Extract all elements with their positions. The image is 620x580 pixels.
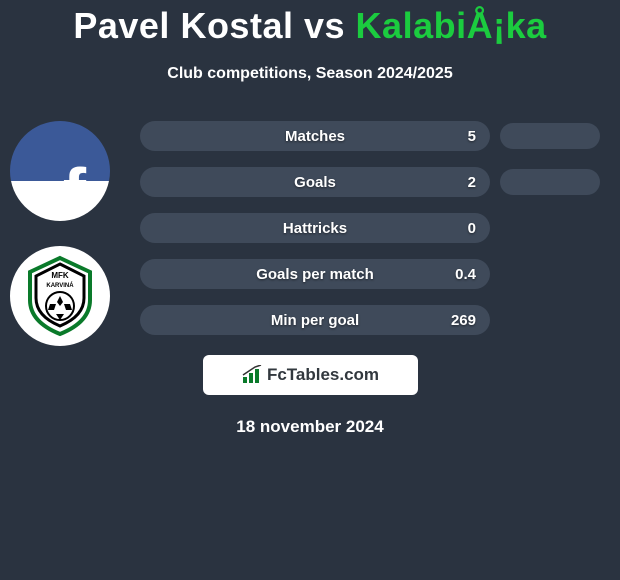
stat-label: Min per goal <box>271 312 359 329</box>
svg-text:KARVINÁ: KARVINÁ <box>46 282 74 289</box>
chart-icon <box>241 365 263 385</box>
stat-label: Matches <box>285 128 345 145</box>
title-player1: Pavel Kostal <box>73 5 293 46</box>
footer-logo-text: FcTables.com <box>267 365 379 385</box>
stat-pill-left: Goals per match 0.4 <box>140 259 490 289</box>
stat-pill-left: Min per goal 269 <box>140 305 490 335</box>
stat-row: Hattricks 0 <box>140 213 600 243</box>
stat-label: Goals per match <box>256 266 374 283</box>
page-title: Pavel Kostal vs KalabiÅ¡ka <box>0 5 620 47</box>
avatar-column: f MFK KARVINÁ <box>10 121 110 346</box>
player2-avatar: MFK KARVINÁ <box>10 246 110 346</box>
stats-list: Matches 5 Goals 2 Hattricks <box>140 121 600 335</box>
stat-pill-right <box>500 123 600 149</box>
facebook-icon: f <box>63 165 86 221</box>
stat-pill-left: Matches 5 <box>140 121 490 151</box>
club-crest-icon: MFK KARVINÁ <box>14 250 106 342</box>
stat-label: Hattricks <box>283 220 347 237</box>
stats-card: Pavel Kostal vs KalabiÅ¡ka Club competit… <box>0 0 620 437</box>
stat-value-player1: 0 <box>468 220 476 237</box>
stat-row: Min per goal 269 <box>140 305 600 335</box>
stat-pill-right <box>500 169 600 195</box>
stat-pill-left: Hattricks 0 <box>140 213 490 243</box>
stat-pill-left: Goals 2 <box>140 167 490 197</box>
stat-value-player1: 2 <box>468 174 476 191</box>
title-player2: KalabiÅ¡ka <box>356 5 547 46</box>
stat-value-player1: 5 <box>468 128 476 145</box>
main-content: f MFK KARVINÁ <box>0 121 620 437</box>
stat-value-player1: 269 <box>451 312 476 329</box>
stat-row: Goals per match 0.4 <box>140 259 600 289</box>
svg-text:MFK: MFK <box>51 271 69 280</box>
player1-avatar: f <box>10 121 110 221</box>
footer-logo-box[interactable]: FcTables.com <box>203 355 418 395</box>
stat-value-player1: 0.4 <box>455 266 476 283</box>
title-vs: vs <box>304 5 345 46</box>
stat-label: Goals <box>294 174 336 191</box>
subtitle: Club competitions, Season 2024/2025 <box>0 65 620 83</box>
date-text: 18 november 2024 <box>0 417 620 437</box>
stat-row: Goals 2 <box>140 167 600 197</box>
stat-row: Matches 5 <box>140 121 600 151</box>
